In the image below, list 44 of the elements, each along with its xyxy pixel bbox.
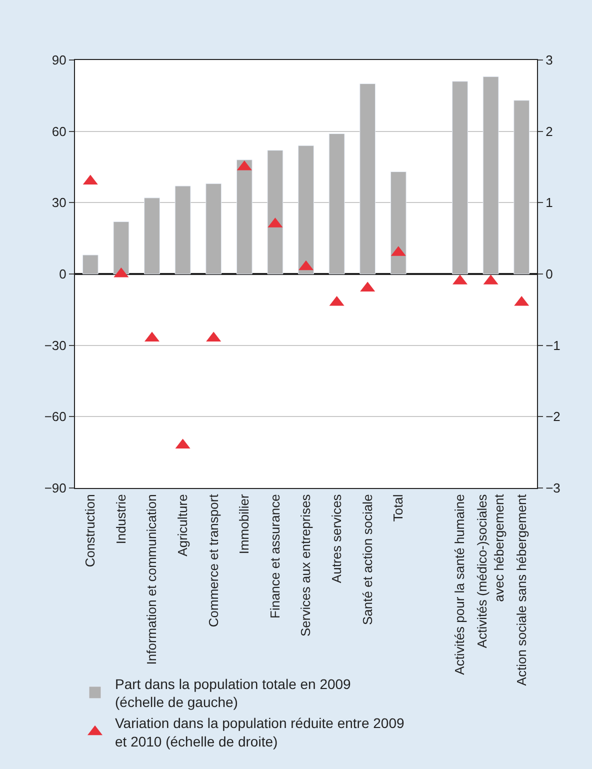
x-tick-label: Services aux entreprises (298, 494, 314, 637)
x-tick-label: Construction (82, 494, 98, 568)
y-tick-label: −30 (44, 338, 66, 353)
y-tick-label: 60 (52, 124, 66, 139)
x-tick-label: Finance et assurance (267, 494, 282, 618)
bar (144, 198, 160, 274)
bar (298, 145, 314, 274)
bar (236, 160, 252, 274)
legend-label: Variation dans la population réduite entre 2009 et 2010 (échelle de droite) (115, 715, 404, 750)
x-tick-label: Action sociale sans hébergement (514, 494, 529, 686)
bar (452, 81, 468, 274)
y-tick-label: −60 (44, 409, 66, 424)
bar (206, 183, 222, 274)
y2-tick-label: 1 (546, 195, 553, 210)
bar (390, 172, 406, 274)
x-tick-label: Agriculture (175, 494, 190, 556)
y2-tick-label: 3 (546, 52, 553, 68)
y2-tick-label: −1 (546, 338, 560, 353)
bar (482, 76, 499, 274)
x-tick-label: Total (390, 494, 406, 522)
bar (328, 133, 345, 274)
x-tick-label: Commerce et transport (206, 494, 221, 628)
y2-tick-label: −2 (546, 409, 560, 424)
bar (174, 186, 191, 274)
bar (113, 221, 130, 274)
x-tick-label: Industrie (113, 494, 128, 544)
x-tick-label: Immobilier (236, 494, 252, 554)
y-tick-label: −90 (44, 480, 66, 496)
y-tick-label: 0 (59, 266, 66, 282)
x-tick-label: Santé et action sociale (360, 494, 375, 626)
y2-tick-label: −3 (546, 480, 560, 496)
x-tick-label: Activités pour la santé humaine (452, 494, 468, 675)
x-tick-label: Information et communication (144, 494, 160, 665)
y2-tick-label: 0 (546, 266, 553, 282)
bar (514, 100, 530, 274)
y-tick-label: 30 (52, 195, 66, 210)
bar (267, 150, 284, 274)
legend-label: Part dans la population totale en 2009 (échelle de gauche) (115, 676, 352, 710)
bar (82, 254, 98, 274)
x-tick-label: Autres services (329, 494, 344, 584)
y2-tick-label: 2 (546, 124, 553, 139)
bar (360, 84, 376, 274)
x-tick-label: Activités (médico-)sociales avec hébergement (474, 494, 506, 648)
y-tick-label: 90 (52, 52, 66, 68)
